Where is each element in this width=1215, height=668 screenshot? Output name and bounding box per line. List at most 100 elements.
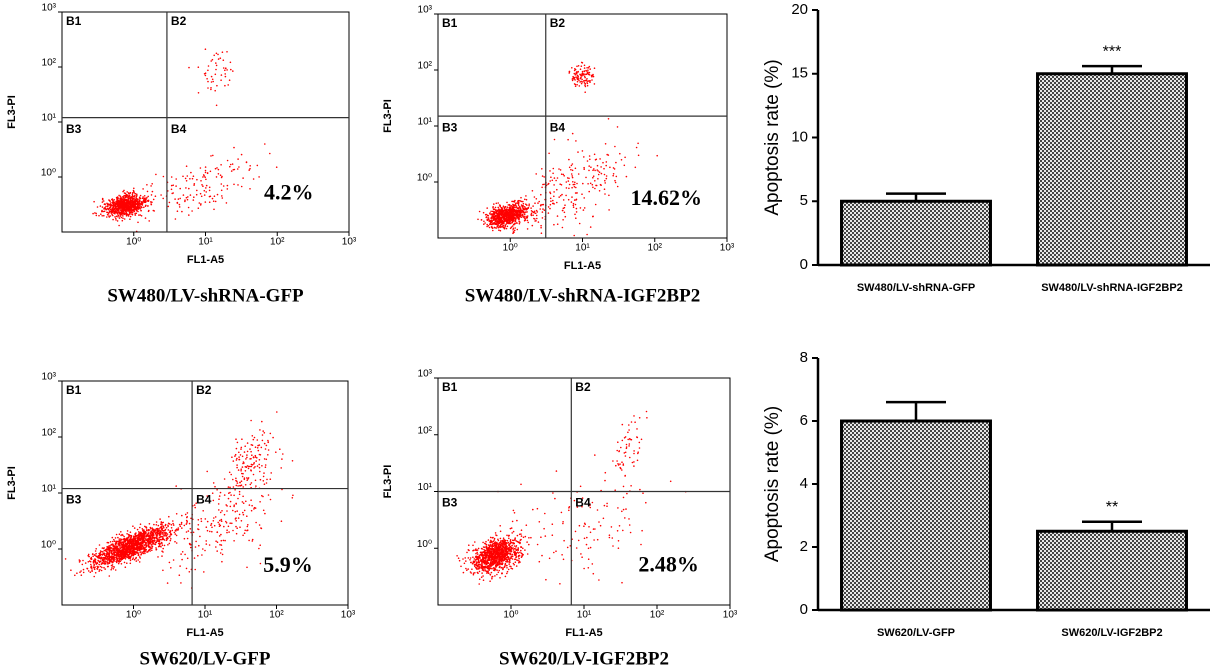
event-dot [221, 197, 224, 199]
y-tick-label: 10¹ [42, 484, 57, 495]
event-dot [499, 537, 502, 540]
event-dot [518, 561, 520, 564]
event-dot [92, 212, 94, 215]
event-dot [574, 68, 577, 71]
event-dot [236, 527, 238, 529]
event-dot [519, 200, 522, 202]
event-dot [133, 205, 135, 207]
event-dot [510, 208, 512, 211]
event-dot [482, 546, 485, 548]
event-dot [240, 470, 242, 472]
event-dot [514, 214, 517, 217]
event-dot [100, 553, 102, 556]
event-dot [526, 553, 529, 555]
event-dot [143, 551, 146, 553]
event-dot [280, 467, 283, 469]
event-dot [103, 552, 106, 555]
event-dot [197, 554, 199, 557]
event-dot [583, 70, 586, 73]
event-dot [482, 211, 485, 214]
event-dot [512, 215, 514, 217]
event-dot [184, 177, 187, 180]
event-dot [149, 548, 152, 550]
event-dot [263, 472, 265, 474]
event-dot [125, 208, 128, 211]
event-dot [110, 559, 112, 561]
event-dot [514, 220, 517, 223]
event-dot [240, 480, 243, 483]
event-dot [250, 465, 253, 468]
event-dot [230, 473, 232, 476]
event-dot [503, 207, 506, 210]
event-dot [107, 211, 109, 214]
event-dot [149, 536, 152, 539]
event-dot [162, 538, 165, 540]
event-dot [147, 205, 149, 207]
event-dot [202, 185, 204, 187]
event-dot [221, 560, 223, 563]
y-tick-label: 20 [791, 1, 808, 18]
event-dot [501, 207, 504, 209]
event-dot [125, 205, 128, 207]
event-dot [110, 557, 113, 560]
event-dot [146, 184, 148, 186]
event-dot [240, 185, 243, 188]
event-dot [553, 184, 555, 186]
event-dot [170, 188, 173, 191]
event-dot [158, 536, 161, 539]
event-dot [123, 206, 125, 208]
event-dot [139, 194, 142, 197]
event-dot [258, 463, 261, 466]
event-dot [129, 531, 132, 533]
event-dot [123, 540, 126, 543]
event-dot [497, 206, 500, 209]
event-dot [119, 547, 121, 549]
event-dot [139, 197, 142, 200]
event-dot [129, 552, 131, 554]
event-dot [485, 540, 487, 543]
event-dot [588, 190, 590, 193]
event-dot [553, 191, 555, 193]
event-dot [174, 533, 177, 535]
event-dot [149, 534, 151, 536]
event-cloud [64, 411, 294, 589]
event-dot [134, 214, 136, 216]
event-dot [261, 420, 263, 423]
event-dot [105, 548, 108, 551]
event-dot [282, 453, 284, 455]
event-dot [541, 217, 544, 219]
event-dot [489, 573, 492, 576]
event-dot [223, 494, 226, 496]
event-dot [109, 215, 112, 217]
event-dot [502, 537, 505, 539]
event-dot [115, 542, 118, 544]
event-dot [197, 519, 200, 521]
event-dot [162, 525, 164, 527]
event-dot [92, 560, 95, 563]
event-dot [243, 451, 246, 453]
event-dot [184, 513, 187, 516]
event-dot [486, 207, 489, 209]
event-dot [253, 508, 255, 510]
event-dot [223, 513, 226, 516]
event-dot [513, 201, 516, 203]
event-dot [512, 229, 514, 231]
event-dot [258, 444, 261, 446]
event-dot [94, 566, 96, 568]
event-dot [594, 169, 596, 172]
event-dot [157, 524, 160, 527]
event-dot [143, 546, 145, 549]
event-dot [117, 550, 119, 552]
event-dot [94, 212, 96, 214]
event-dot [574, 85, 577, 87]
event-dot [600, 172, 603, 175]
event-dot [603, 167, 605, 170]
event-dot [514, 223, 516, 225]
event-dot [589, 226, 592, 228]
event-dot [188, 214, 190, 216]
event-dot [210, 524, 212, 526]
event-dot [106, 556, 108, 558]
event-dot [243, 532, 246, 534]
event-dot [519, 221, 521, 223]
event-dot [509, 215, 512, 217]
